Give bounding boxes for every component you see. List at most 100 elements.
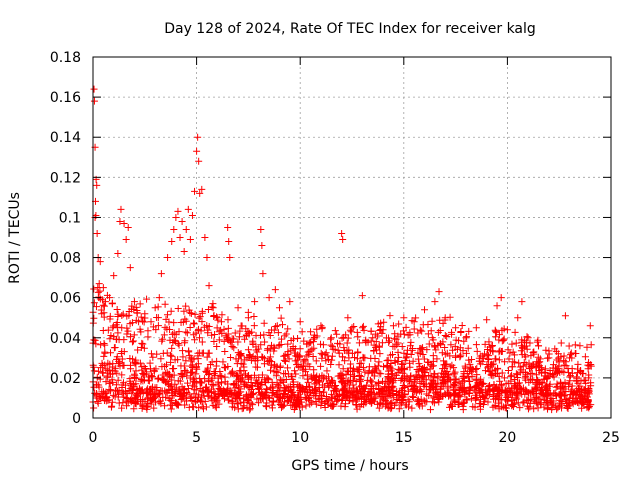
data-point	[182, 317, 190, 325]
data-point	[90, 85, 98, 93]
data-point	[289, 398, 297, 406]
data-point	[388, 370, 396, 378]
data-point	[378, 393, 386, 401]
data-point	[99, 301, 107, 309]
data-point	[481, 398, 489, 406]
data-point	[287, 372, 295, 380]
data-point	[466, 360, 474, 368]
data-point	[317, 349, 325, 357]
data-point	[429, 383, 437, 391]
data-point	[132, 360, 140, 368]
data-point	[472, 324, 480, 332]
data-point	[407, 372, 415, 380]
data-point	[178, 383, 186, 391]
data-point	[378, 339, 386, 347]
data-point	[264, 394, 272, 402]
y-tick-labels: 0 0.02 0.04 0.06 0.08 0.1 0.12 0.14 0.16 0.18	[50, 50, 81, 427]
data-point	[518, 298, 526, 306]
data-point	[205, 392, 213, 400]
data-point	[281, 398, 289, 406]
data-point	[113, 355, 121, 363]
data-point	[364, 391, 372, 399]
data-point	[534, 378, 542, 386]
data-point	[446, 363, 454, 371]
data-point	[556, 396, 564, 404]
data-point	[457, 380, 465, 388]
data-point	[208, 374, 216, 382]
data-point	[101, 298, 109, 306]
data-point	[126, 375, 134, 383]
data-point	[554, 354, 562, 362]
data-point	[127, 333, 135, 341]
data-point	[303, 371, 311, 379]
data-point	[576, 382, 584, 390]
data-point	[409, 394, 417, 402]
data-point	[130, 331, 138, 339]
data-point	[371, 355, 379, 363]
data-point	[115, 386, 123, 394]
data-point	[508, 402, 516, 410]
data-point	[168, 382, 176, 390]
data-point	[586, 322, 594, 330]
data-point	[508, 371, 516, 379]
data-point	[204, 305, 212, 313]
data-point	[90, 97, 98, 105]
data-point	[527, 395, 535, 403]
data-point	[558, 398, 566, 406]
data-point	[416, 326, 424, 334]
data-point	[284, 387, 292, 395]
data-point	[451, 379, 459, 387]
data-point	[245, 373, 253, 381]
data-point	[184, 205, 192, 213]
data-point	[301, 393, 309, 401]
data-point	[149, 323, 157, 331]
data-point	[306, 347, 314, 355]
data-point	[272, 367, 280, 375]
data-point	[498, 369, 506, 377]
data-point	[507, 372, 515, 380]
data-point	[301, 355, 309, 363]
data-point	[393, 341, 401, 349]
data-point	[101, 361, 109, 369]
data-point	[237, 399, 245, 407]
data-point	[377, 319, 385, 327]
data-point	[298, 328, 306, 336]
data-point	[517, 366, 525, 374]
data-point	[478, 379, 486, 387]
data-point	[533, 399, 541, 407]
data-point	[302, 402, 310, 410]
data-point	[408, 317, 416, 325]
data-point	[147, 318, 155, 326]
data-point	[425, 340, 433, 348]
data-point	[316, 388, 324, 396]
data-point	[265, 294, 273, 302]
data-point	[409, 357, 417, 365]
data-point	[510, 384, 518, 392]
data-point	[506, 349, 514, 357]
data-point	[485, 368, 493, 376]
data-point	[485, 338, 493, 346]
data-point	[240, 398, 248, 406]
data-point	[356, 375, 364, 383]
data-point	[333, 330, 341, 338]
data-point	[284, 364, 292, 372]
data-point	[489, 386, 497, 394]
data-point	[109, 322, 117, 330]
data-point	[469, 403, 477, 411]
data-point	[260, 319, 268, 327]
data-point	[463, 333, 471, 341]
data-point	[238, 374, 246, 382]
data-point	[454, 400, 462, 408]
data-point	[511, 358, 519, 366]
data-point	[339, 386, 347, 394]
data-point	[471, 382, 479, 390]
data-point	[291, 349, 299, 357]
data-point	[93, 391, 101, 399]
data-point	[395, 320, 403, 328]
data-point	[337, 370, 345, 378]
data-point	[339, 392, 347, 400]
data-point	[195, 157, 203, 165]
data-point	[100, 339, 108, 347]
data-point	[353, 355, 361, 363]
data-point	[136, 325, 144, 333]
